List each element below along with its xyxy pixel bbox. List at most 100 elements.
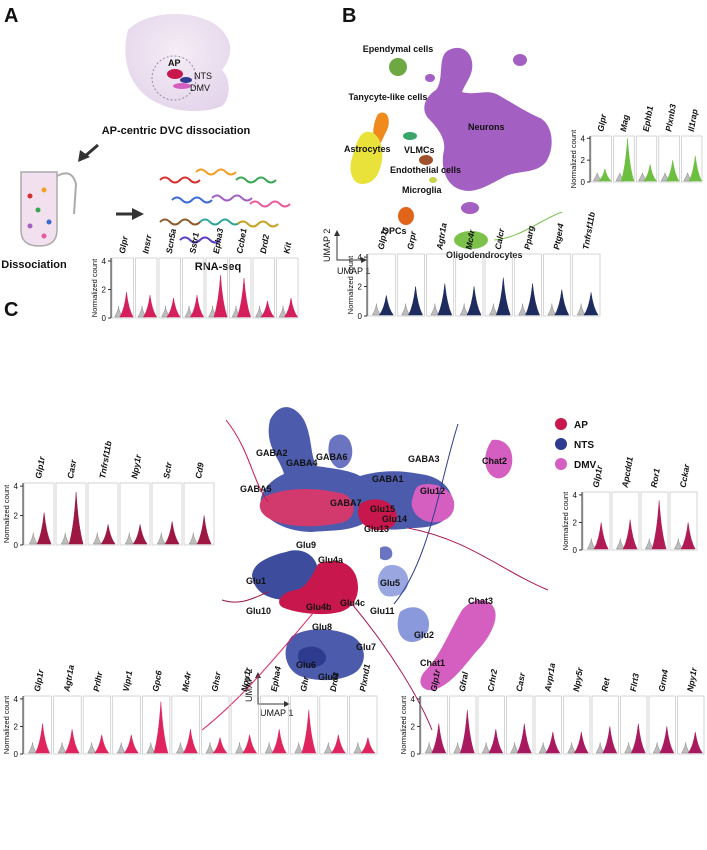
violin-gray bbox=[161, 305, 170, 318]
violin-gene-label: Glpr bbox=[595, 113, 608, 133]
violin-gene-label: Ccbe1 bbox=[234, 227, 248, 254]
violin-gene-label: Flrt3 bbox=[628, 672, 641, 692]
violin-gene-label: Pparg bbox=[522, 224, 536, 250]
legend-nts-label: NTS bbox=[574, 440, 594, 451]
violin-tick: 2 bbox=[573, 518, 578, 527]
cluster-label-glu1: Glu1 bbox=[246, 576, 266, 586]
violin-shape bbox=[196, 515, 212, 545]
glu5-region bbox=[377, 564, 409, 597]
violin-ylabel: Normalized count bbox=[561, 491, 570, 550]
violin-shape bbox=[573, 731, 589, 754]
umap-c-xlabel: UMAP 1 bbox=[260, 708, 293, 718]
violin-tick: 4 bbox=[411, 695, 416, 704]
cluster-label-glu7: Glu7 bbox=[356, 642, 376, 652]
violin-gene-label: Ptger4 bbox=[551, 222, 565, 250]
violin-gray bbox=[92, 532, 102, 545]
violin-tick: 0 bbox=[581, 178, 586, 187]
rna-strand-icon bbox=[195, 168, 237, 176]
violin-shape bbox=[132, 524, 148, 545]
cluster-label-glu10: Glu10 bbox=[246, 606, 271, 616]
violin-gray bbox=[624, 742, 634, 754]
violin-gray bbox=[28, 532, 38, 545]
opcs-cluster bbox=[398, 207, 414, 225]
violin-gray bbox=[430, 303, 440, 316]
violin-shape bbox=[688, 155, 703, 182]
violin-shape bbox=[620, 138, 635, 182]
rna-strand-icon bbox=[179, 236, 221, 244]
violin-gene-label: Mc4r bbox=[463, 228, 476, 250]
connectors-c bbox=[201, 419, 549, 731]
umap-c-axes bbox=[255, 672, 290, 707]
violin-shape bbox=[330, 734, 346, 754]
legend-ap-label: AP bbox=[574, 420, 588, 431]
violin-gene-label: Tnfrsf11b bbox=[580, 211, 596, 250]
violin-gray bbox=[235, 742, 244, 754]
violin-shape bbox=[35, 723, 50, 754]
rnaseq-label: RNA-seq bbox=[195, 261, 241, 273]
rna-strand-icon bbox=[159, 218, 201, 226]
cluster-label-gaba4: GABA4 bbox=[286, 458, 318, 468]
violin-shape bbox=[597, 168, 612, 182]
ap-region bbox=[167, 69, 183, 79]
violin-gray bbox=[681, 742, 691, 754]
violin-shape bbox=[164, 521, 180, 545]
violin-shape bbox=[659, 726, 675, 754]
violin-gray bbox=[652, 742, 662, 754]
violin-gene-label: Cckar bbox=[678, 463, 692, 489]
ap-region-circle bbox=[151, 55, 197, 101]
violin-shape bbox=[378, 295, 394, 316]
cluster-label-chat1: Chat1 bbox=[420, 658, 445, 668]
ependymal-cluster bbox=[389, 58, 407, 76]
rna-strands bbox=[159, 168, 291, 244]
panel-label-a: A bbox=[4, 5, 18, 27]
violin-gene-label: Glpr bbox=[117, 235, 130, 255]
cluster-label-glu12: Glu12 bbox=[420, 486, 445, 496]
violin-gene-label: Ghr bbox=[298, 675, 311, 692]
violin-gene-label: Crhr2 bbox=[485, 668, 499, 692]
violin-gray bbox=[124, 532, 134, 545]
umap-b bbox=[350, 47, 552, 249]
umap-b-ylabel: UMAP 2 bbox=[322, 229, 332, 262]
glu1-region bbox=[252, 550, 319, 600]
panel-label-b: B bbox=[342, 5, 356, 27]
cluster-label-gaba2: GABA2 bbox=[256, 448, 288, 458]
endothelial-cluster bbox=[419, 155, 433, 165]
cluster-label-endothelial: Endothelial cells bbox=[390, 165, 461, 175]
gaba5-ap bbox=[259, 489, 354, 527]
violin-gray bbox=[592, 172, 602, 182]
violin-gene-label: Ghsr bbox=[209, 670, 222, 692]
violin-gene-label: Gfral bbox=[457, 670, 470, 692]
violin-shape bbox=[100, 524, 116, 545]
cluster-label-gaba7: GABA7 bbox=[330, 498, 362, 508]
cluster-label-glu4b: Glu4b bbox=[306, 602, 332, 612]
violin-gray bbox=[644, 538, 654, 550]
violin-shape bbox=[651, 500, 667, 550]
rna-strand-icon bbox=[171, 196, 213, 204]
violin-tick: 4 bbox=[573, 491, 578, 500]
violin-gene-label: Il1rap bbox=[686, 108, 700, 132]
violin-gray bbox=[188, 532, 198, 545]
violin-gray bbox=[576, 303, 586, 316]
ap-label: AP bbox=[168, 58, 181, 68]
violin-gene-label: Apcdd1 bbox=[619, 456, 634, 490]
umap-b-xlabel: UMAP 1 bbox=[337, 266, 370, 276]
violin-shape bbox=[119, 292, 134, 318]
violin-tick: 2 bbox=[358, 283, 363, 292]
rna-strand-icon bbox=[199, 218, 241, 226]
violin-gray bbox=[156, 532, 166, 545]
cluster-label-gaba6: GABA6 bbox=[316, 452, 348, 462]
brain-schematic: AP NTS DMV bbox=[125, 14, 231, 112]
violin-gray bbox=[278, 305, 288, 318]
astrocytes-cluster bbox=[350, 131, 383, 184]
violin-shape bbox=[545, 731, 561, 754]
violin-gray bbox=[459, 303, 469, 316]
legend-dmv-icon bbox=[555, 458, 567, 470]
violin-gene-label: Plxnd1 bbox=[357, 663, 372, 692]
cluster-label-gaba5: GABA5 bbox=[240, 484, 272, 494]
violin-tick: 0 bbox=[14, 750, 19, 759]
cluster-label-glu4a: Glu4a bbox=[318, 555, 344, 565]
violin-gray bbox=[481, 742, 491, 754]
violin-shape bbox=[166, 298, 181, 318]
violin-gene-label: Sstr1 bbox=[187, 231, 201, 254]
